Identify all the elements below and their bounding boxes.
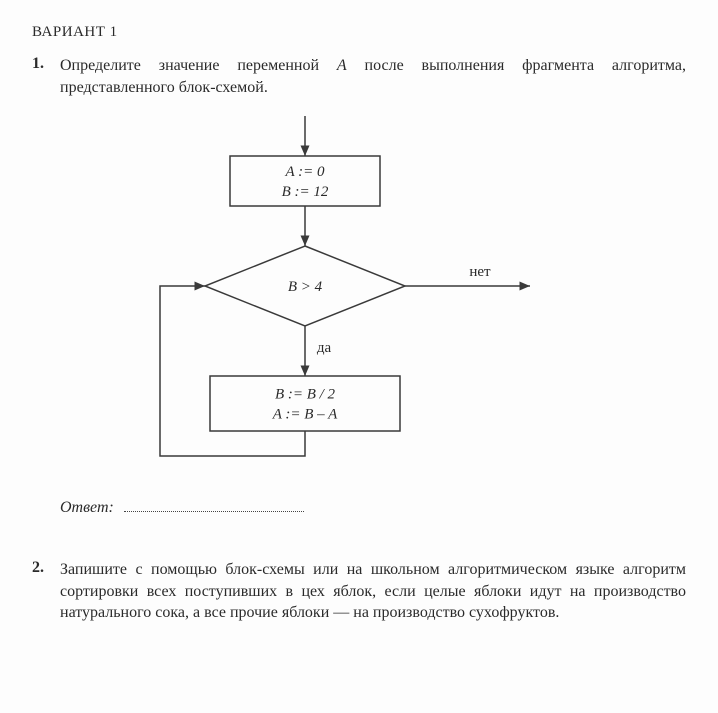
svg-text:B := 12: B := 12 [282, 184, 329, 200]
svg-text:A := B – A: A := B – A [272, 407, 338, 423]
task-1-text-a: Определите значение переменной [60, 57, 337, 74]
flowchart: нет да A := 0 B := 12 B > 4 B := B / 2 A := B … [60, 116, 686, 481]
task-2: 2. Запишите с помощью блок-схемы или на … [32, 559, 686, 624]
task-2-text: Запишите с помощью блок-схемы или на шко… [60, 559, 686, 624]
task-1-var-A: A [337, 57, 347, 74]
answer-row: Ответ: [60, 499, 686, 517]
svg-text:да: да [317, 340, 332, 356]
task-2-number: 2. [32, 559, 60, 624]
svg-text:B > 4: B > 4 [288, 279, 323, 295]
task-1-number: 1. [32, 55, 60, 98]
svg-text:нет: нет [469, 264, 491, 280]
answer-blank-line [124, 511, 304, 512]
answer-label: Ответ: [60, 499, 114, 516]
task-1: 1. Определите значение переменной A посл… [32, 55, 686, 98]
task-1-text: Определите значение переменной A после в… [60, 55, 686, 98]
svg-text:A := 0: A := 0 [284, 164, 325, 180]
variant-title: ВАРИАНТ 1 [32, 24, 686, 41]
svg-text:B := B / 2: B := B / 2 [275, 387, 336, 403]
flowchart-svg: нет да A := 0 B := 12 B > 4 B := B / 2 A := B … [60, 116, 560, 476]
